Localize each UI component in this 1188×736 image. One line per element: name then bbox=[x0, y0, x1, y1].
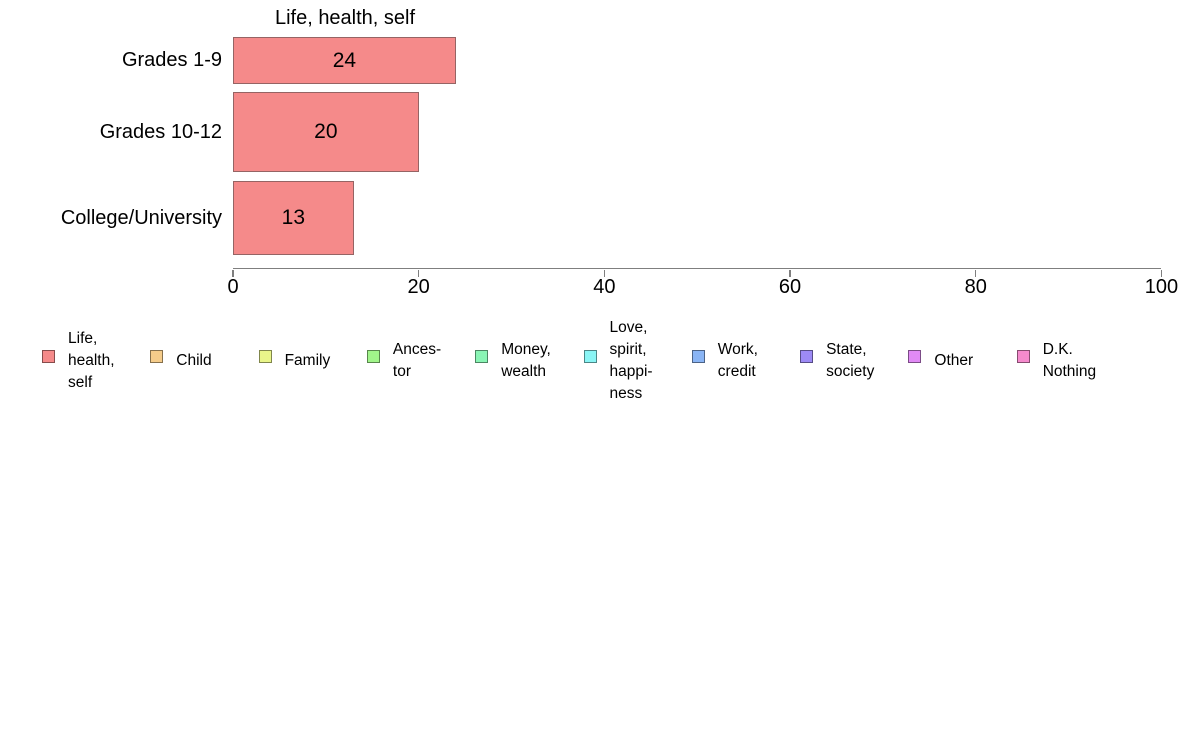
legend-item: Family bbox=[258, 311, 331, 411]
legend-label: Money, wealth bbox=[501, 339, 551, 383]
legend-label: Ances-tor bbox=[393, 339, 441, 383]
x-tick-label: 0 bbox=[227, 276, 239, 298]
x-tick-mark bbox=[417, 269, 420, 277]
x-tick-mark bbox=[1160, 269, 1163, 277]
legend-label: Life, health, self bbox=[68, 328, 115, 394]
legend-label-line: self bbox=[68, 374, 93, 391]
x-tick-mark bbox=[974, 269, 977, 277]
legend-label-line: Work, bbox=[717, 341, 758, 358]
legend-item: Work, credit bbox=[691, 311, 758, 411]
legend-swatch-icon bbox=[1016, 349, 1030, 363]
legend-label-line: D.K. bbox=[1042, 341, 1073, 358]
bar: 20 bbox=[233, 92, 419, 172]
legend-swatch-icon bbox=[150, 349, 164, 363]
legend-label: Child bbox=[176, 350, 211, 372]
legend-item: Ances-tor bbox=[366, 311, 441, 411]
legend-label-line: Ances- bbox=[392, 341, 442, 358]
legend-item: State, society bbox=[800, 311, 874, 411]
x-tick-label: 80 bbox=[964, 276, 987, 298]
legend-label-line: Child bbox=[176, 352, 212, 369]
bar-value-label: 20 bbox=[314, 120, 338, 143]
legend-swatch-icon bbox=[583, 349, 597, 363]
x-tick-mark bbox=[232, 269, 234, 277]
legend-label-line: Money, bbox=[501, 341, 551, 358]
legend-item: D.K. Nothing bbox=[1016, 311, 1096, 411]
legend-label: State, society bbox=[826, 339, 874, 383]
chart-title: Life, health, self bbox=[274, 7, 416, 29]
legend-swatch-icon bbox=[42, 349, 55, 363]
legend-label-line: State, bbox=[826, 341, 867, 358]
legend-label-line: tor bbox=[392, 363, 411, 380]
x-tick-label: 20 bbox=[407, 276, 430, 298]
legend-label-line: Life, bbox=[68, 330, 98, 347]
legend-label: Love, spirit, happi-ness bbox=[610, 317, 653, 405]
legend-label-line: society bbox=[826, 363, 875, 380]
category-label: Grades 10-12 bbox=[99, 120, 222, 143]
category-label: Grades 1-9 bbox=[121, 49, 222, 71]
legend-item: Other bbox=[908, 311, 973, 411]
legend-swatch-icon bbox=[366, 349, 380, 363]
legend-label: D.K. Nothing bbox=[1043, 339, 1096, 383]
legend-label-line: Other bbox=[934, 352, 974, 369]
legend-item: Money, wealth bbox=[475, 311, 551, 411]
legend-label: Work, credit bbox=[718, 339, 758, 383]
bar: 24 bbox=[233, 37, 456, 84]
x-tick-label: 40 bbox=[593, 276, 616, 298]
legend-item: Life, health, self bbox=[42, 311, 115, 411]
legend-label-line: happi- bbox=[609, 363, 653, 380]
legend-label-line: Nothing bbox=[1042, 363, 1097, 380]
legend-label-line: spirit, bbox=[609, 341, 647, 358]
legend-label: Family bbox=[285, 350, 331, 372]
legend-label-line: Love, bbox=[609, 319, 648, 336]
legend-label-line: credit bbox=[717, 363, 756, 380]
legend-label-line: Family bbox=[284, 352, 331, 369]
legend-swatch-icon bbox=[908, 349, 922, 363]
legend-label-line: wealth bbox=[501, 363, 546, 380]
legend-label-line: health, bbox=[68, 352, 115, 369]
category-label: College/University bbox=[60, 206, 222, 229]
legend-swatch-icon bbox=[800, 349, 814, 363]
legend-label: Other bbox=[934, 350, 973, 372]
x-axis-line bbox=[233, 268, 1162, 269]
legend-swatch-icon bbox=[475, 349, 489, 363]
bar-value-label: 13 bbox=[281, 206, 306, 229]
x-tick-label: 60 bbox=[778, 276, 802, 298]
legend-item: Love, spirit, happi-ness bbox=[583, 311, 653, 411]
legend-label-line: ness bbox=[609, 385, 643, 402]
bar: 13 bbox=[233, 181, 354, 255]
bar-value-label: 24 bbox=[332, 48, 357, 72]
x-tick-mark bbox=[603, 269, 606, 277]
legend-item: Child bbox=[150, 311, 212, 411]
x-tick-mark bbox=[789, 269, 791, 277]
legend-swatch-icon bbox=[258, 349, 272, 363]
x-tick-label: 100 bbox=[1144, 276, 1179, 298]
legend-swatch-icon bbox=[691, 349, 705, 363]
